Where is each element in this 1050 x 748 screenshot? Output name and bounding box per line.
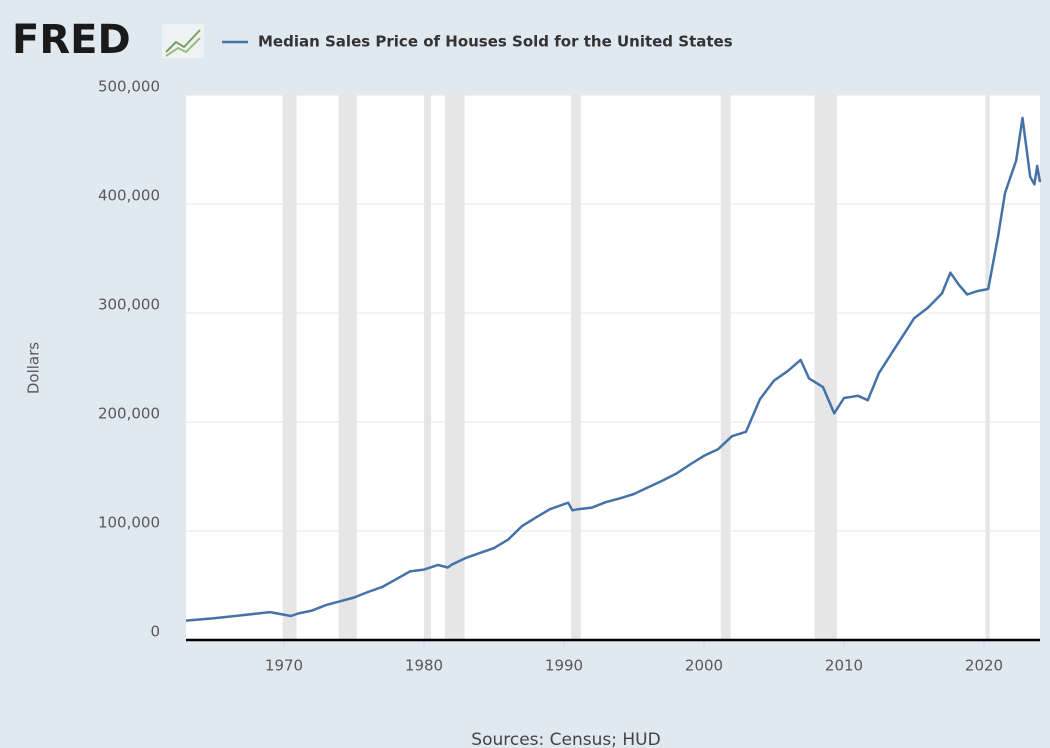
recession-band <box>720 95 731 640</box>
y-tick-label: 0 <box>150 623 160 641</box>
recession-band <box>985 95 990 640</box>
x-tick-label: 1990 <box>545 657 583 675</box>
series-line <box>185 116 1042 622</box>
x-tick-label: 2010 <box>825 657 863 675</box>
x-tick-label: 1980 <box>405 657 443 675</box>
recession-band <box>571 95 581 640</box>
source: Sources: Census; HUD <box>471 730 660 748</box>
logo: FRED <box>12 17 131 63</box>
x-tick-label: 1970 <box>265 657 303 675</box>
logo-icon <box>162 24 204 58</box>
x-tick-label: 2000 <box>685 657 723 675</box>
recession-band <box>424 95 431 640</box>
legend-label: Median Sales Price of Houses Sold for th… <box>258 33 733 51</box>
y-tick-label: 400,000 <box>98 187 160 205</box>
y-tick-label: 200,000 <box>98 405 160 423</box>
y-axis-label: Dollars <box>25 342 43 394</box>
recession-band <box>445 95 465 640</box>
y-tick-label: 500,000 <box>98 78 160 96</box>
recession-band <box>338 95 357 640</box>
x-tick-label: 2020 <box>965 657 1003 675</box>
y-tick-label: 300,000 <box>98 296 160 314</box>
plot-area <box>186 95 1040 640</box>
recession-band <box>814 95 837 640</box>
recession-band <box>282 95 297 640</box>
y-tick-label: 100,000 <box>98 514 160 532</box>
